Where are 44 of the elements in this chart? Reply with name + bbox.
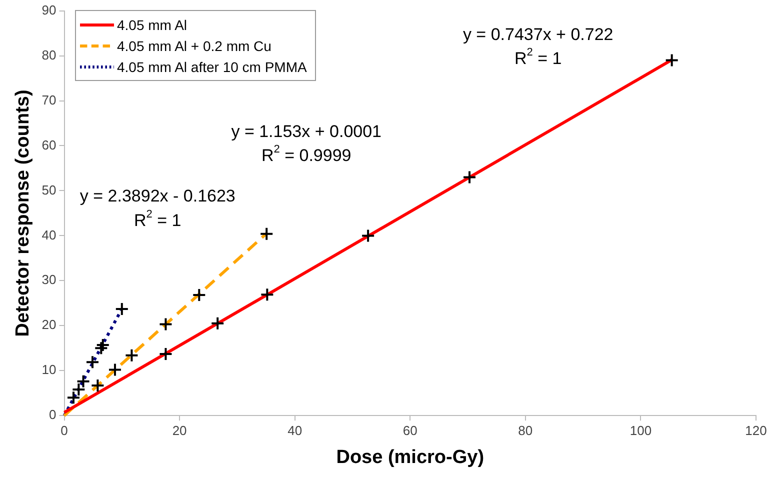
annotation: y = 0.7437x + 0.722 xyxy=(462,24,614,44)
point xyxy=(192,288,206,302)
y-tick-label: 60 xyxy=(42,137,56,152)
y-axis-title: Detector response (counts) xyxy=(12,90,34,337)
x-tick-label: 100 xyxy=(630,422,652,438)
point xyxy=(86,355,100,370)
point xyxy=(462,170,477,184)
point xyxy=(260,288,274,302)
x-tick-label: 40 xyxy=(288,422,302,438)
point xyxy=(96,338,110,352)
point xyxy=(361,228,376,243)
point xyxy=(72,382,86,397)
point xyxy=(158,317,173,332)
annotation: y = 1.153x + 0.0001 xyxy=(231,122,382,141)
y-tick-label: 0 xyxy=(49,407,56,422)
y-tick-label: 20 xyxy=(42,317,56,332)
point xyxy=(66,390,80,405)
y-tick-label: 90 xyxy=(42,2,56,18)
x-tick-label: 0 xyxy=(60,422,68,438)
y-tick-label: 40 xyxy=(42,227,56,242)
legend-label: 4.05 mm Al xyxy=(117,16,188,32)
point xyxy=(76,374,90,388)
point xyxy=(108,362,122,377)
point xyxy=(90,378,105,392)
point xyxy=(124,348,139,362)
point xyxy=(664,53,679,68)
y-tick-label: 80 xyxy=(42,47,56,62)
point xyxy=(260,226,274,241)
point xyxy=(158,346,173,361)
point xyxy=(94,341,108,356)
legend-label: 4.05 mm Al + 0.2 mm Cu xyxy=(117,38,272,54)
y-tick-label: 50 xyxy=(42,182,56,198)
x-tick-label: 120 xyxy=(745,422,767,438)
y-tick-label: 70 xyxy=(42,92,56,108)
point xyxy=(210,316,225,330)
x-tick-label: 20 xyxy=(172,422,187,438)
y-tick-label: 30 xyxy=(42,272,56,288)
x-tick-label: 60 xyxy=(402,422,418,438)
annotation: y = 2.3892x - 0.1623 xyxy=(80,186,236,206)
x-tick-label: 80 xyxy=(518,422,533,438)
y-tick-label: 10 xyxy=(42,362,56,378)
x-axis-title: Dose (micro-Gy) xyxy=(336,446,484,468)
legend-label: 4.05 mm Al after 10 cm PMMA xyxy=(117,58,307,74)
point xyxy=(114,302,129,316)
